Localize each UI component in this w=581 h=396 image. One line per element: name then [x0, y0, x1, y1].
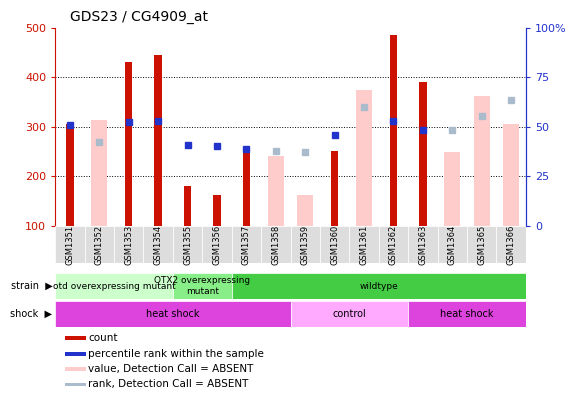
Text: GSM1354: GSM1354: [153, 225, 163, 265]
Bar: [64, 352, 86, 356]
Bar: [55, 226, 85, 263]
Text: GSM1361: GSM1361: [360, 225, 368, 265]
Bar: [503, 124, 519, 226]
Bar: [444, 152, 460, 226]
Bar: [64, 337, 86, 340]
Bar: [297, 194, 313, 226]
Bar: [232, 226, 261, 263]
Text: GSM1352: GSM1352: [95, 225, 104, 265]
Text: GSM1356: GSM1356: [213, 225, 221, 265]
Bar: [91, 120, 107, 226]
Text: GSM1366: GSM1366: [507, 225, 515, 265]
Text: value, Detection Call = ABSENT: value, Detection Call = ABSENT: [88, 364, 253, 374]
Bar: [64, 367, 86, 371]
Bar: [173, 273, 232, 299]
Text: GSM1351: GSM1351: [66, 225, 74, 265]
Bar: [419, 82, 426, 226]
Bar: [408, 226, 437, 263]
Text: GSM1353: GSM1353: [124, 225, 133, 265]
Bar: [320, 226, 349, 263]
Text: GSM1358: GSM1358: [271, 225, 280, 265]
Text: shock  ▶: shock ▶: [10, 309, 52, 319]
Bar: [408, 301, 526, 327]
Bar: [356, 89, 372, 226]
Bar: [331, 151, 338, 226]
Bar: [144, 226, 173, 263]
Bar: [125, 62, 132, 226]
Text: GSM1364: GSM1364: [448, 225, 457, 265]
Text: heat shock: heat shock: [440, 309, 494, 319]
Bar: [379, 226, 408, 263]
Bar: [114, 226, 144, 263]
Text: GSM1362: GSM1362: [389, 225, 398, 265]
Bar: [349, 226, 379, 263]
Text: otd overexpressing mutant: otd overexpressing mutant: [53, 282, 175, 291]
Text: GSM1365: GSM1365: [477, 225, 486, 265]
Bar: [290, 301, 408, 327]
Bar: [184, 186, 191, 226]
Bar: [64, 383, 86, 386]
Bar: [467, 226, 496, 263]
Bar: [55, 273, 173, 299]
Bar: [213, 195, 221, 226]
Bar: [202, 226, 232, 263]
Bar: [66, 124, 74, 226]
Bar: [155, 55, 162, 226]
Bar: [390, 35, 397, 226]
Text: GDS23 / CG4909_at: GDS23 / CG4909_at: [70, 10, 208, 24]
Text: OTX2 overexpressing
mutant: OTX2 overexpressing mutant: [154, 276, 250, 296]
Bar: [474, 96, 490, 226]
Text: rank, Detection Call = ABSENT: rank, Detection Call = ABSENT: [88, 379, 249, 389]
Text: GSM1359: GSM1359: [301, 225, 310, 265]
Bar: [232, 273, 526, 299]
Bar: [173, 226, 202, 263]
Bar: [268, 156, 284, 226]
Text: GSM1357: GSM1357: [242, 225, 251, 265]
Bar: [290, 226, 320, 263]
Text: GSM1363: GSM1363: [418, 225, 428, 265]
Text: heat shock: heat shock: [146, 309, 200, 319]
Bar: [243, 150, 250, 226]
Text: percentile rank within the sample: percentile rank within the sample: [88, 348, 264, 359]
Bar: [55, 301, 290, 327]
Bar: [496, 226, 526, 263]
Text: strain  ▶: strain ▶: [10, 281, 52, 291]
Text: count: count: [88, 333, 117, 343]
Text: GSM1360: GSM1360: [330, 225, 339, 265]
Text: wildtype: wildtype: [360, 282, 398, 291]
Text: GSM1355: GSM1355: [183, 225, 192, 265]
Text: control: control: [332, 309, 366, 319]
Bar: [85, 226, 114, 263]
Bar: [437, 226, 467, 263]
Bar: [261, 226, 290, 263]
